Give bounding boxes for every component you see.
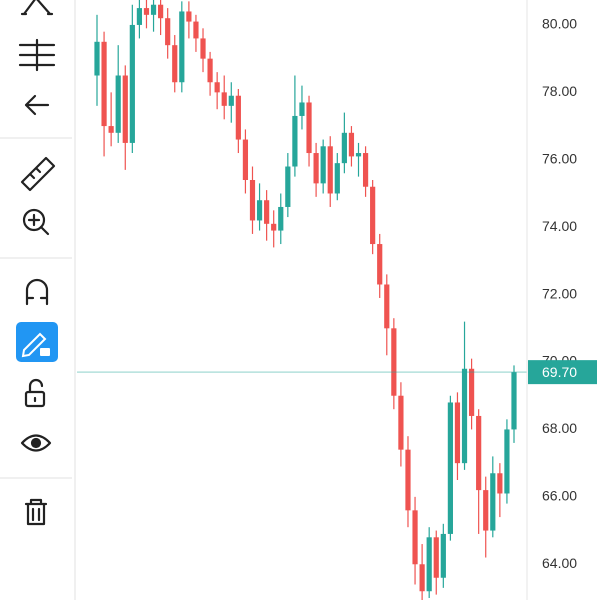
y-tick-label: 78.00 <box>542 83 577 99</box>
candle-body <box>405 449 411 511</box>
candle-body <box>193 21 199 39</box>
candle-body <box>384 284 390 329</box>
candle-body <box>504 429 510 494</box>
candle-body <box>172 45 178 83</box>
candle-body <box>511 372 517 430</box>
candle-body <box>179 11 185 83</box>
candle-body <box>285 166 291 207</box>
pencil-icon <box>21 332 47 358</box>
plot-area <box>77 0 527 600</box>
candle-body <box>306 102 312 154</box>
candle-body <box>200 38 206 59</box>
candle-body <box>362 153 369 187</box>
candle-body <box>101 41 107 127</box>
candle-body <box>348 132 355 157</box>
candle-body <box>129 24 135 143</box>
toolbar-bg <box>0 0 75 600</box>
candle-body <box>334 163 340 194</box>
candle-body <box>398 395 404 450</box>
lock-icon <box>40 348 50 356</box>
candle-body <box>150 4 157 15</box>
visibility-tool[interactable] <box>20 434 52 452</box>
candle-body <box>271 223 277 231</box>
candle-body <box>327 146 333 194</box>
candle-body <box>447 402 453 534</box>
candle-body <box>292 115 298 167</box>
candle-body <box>249 180 256 221</box>
candle-body <box>370 186 376 245</box>
candle-body <box>461 368 468 464</box>
y-tick-label: 66.00 <box>542 488 577 504</box>
delete-tool[interactable] <box>24 498 48 526</box>
unlock-tool[interactable] <box>24 378 46 408</box>
ruler-tool[interactable] <box>20 156 56 192</box>
y-tick-label: 76.00 <box>542 150 577 166</box>
candle-body <box>207 58 213 83</box>
y-tick-label: 72.00 <box>542 285 577 301</box>
candle-body <box>165 18 171 46</box>
candle-body <box>341 132 347 164</box>
candle-body <box>433 537 439 578</box>
candle-body <box>313 153 319 184</box>
y-tick-label: 80.00 <box>542 16 577 32</box>
zoom-tool[interactable] <box>22 208 50 236</box>
candle-body <box>497 473 503 494</box>
y-tick-label: 64.00 <box>542 555 577 571</box>
back-button[interactable] <box>24 94 50 116</box>
candle-body <box>242 139 249 180</box>
last-price-box <box>528 360 597 385</box>
candle-body <box>355 153 362 157</box>
candle-body <box>377 244 383 285</box>
candle-body <box>221 92 227 106</box>
candle-body <box>122 75 128 143</box>
toolbar <box>0 0 76 600</box>
candle-body <box>483 490 489 531</box>
pattern-tool[interactable] <box>20 0 54 16</box>
candle-body <box>115 75 121 133</box>
y-tick-label: 68.00 <box>542 420 577 436</box>
candle-body <box>214 82 220 93</box>
magnet-tool[interactable] <box>25 278 49 306</box>
candle-body <box>186 11 192 22</box>
candle-body <box>264 200 270 224</box>
candle-body <box>440 533 446 578</box>
last-price-label: 69.70 <box>542 364 577 380</box>
candle-body <box>468 368 475 416</box>
candle-body <box>490 473 496 531</box>
candle-body <box>256 200 263 221</box>
candle-body <box>391 328 397 396</box>
candle-body <box>426 537 432 592</box>
candle-body <box>278 206 284 231</box>
candle-body <box>299 102 305 116</box>
candle-body <box>419 564 425 592</box>
candle-body <box>158 4 164 19</box>
candle-body <box>476 415 482 491</box>
candle-body <box>136 8 143 25</box>
y-tick-label: 74.00 <box>542 218 577 234</box>
candle-body <box>94 41 100 76</box>
candle-body <box>320 146 326 184</box>
candle-body <box>412 510 418 565</box>
candle-body <box>235 95 241 140</box>
candle-body <box>108 126 114 133</box>
measure-tool[interactable] <box>18 38 56 72</box>
candle-body <box>228 95 234 106</box>
candle-body <box>454 402 461 464</box>
candle-body <box>143 8 150 15</box>
